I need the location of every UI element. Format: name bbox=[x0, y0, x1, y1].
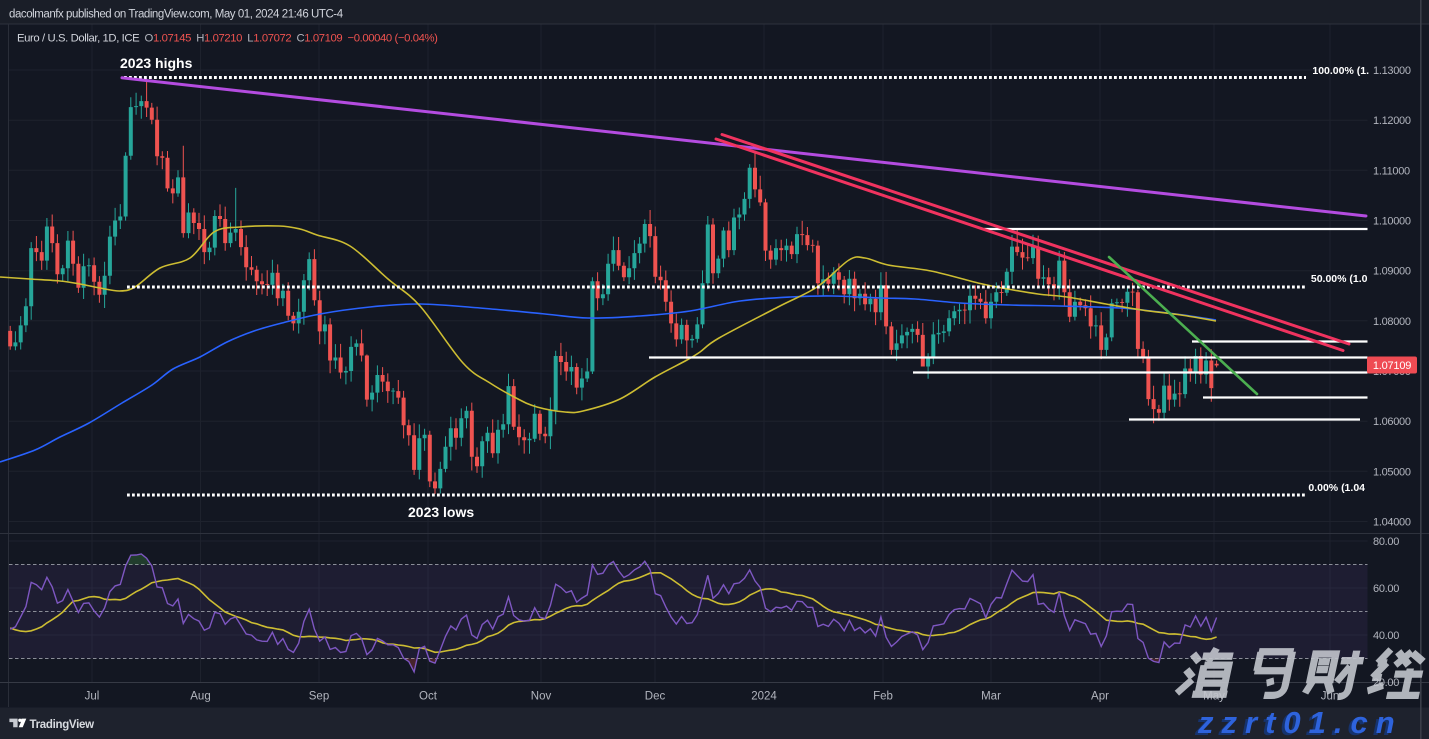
svg-text:100.00% (1.: 100.00% (1. bbox=[1312, 65, 1369, 77]
svg-text:1.11000: 1.11000 bbox=[1373, 165, 1410, 177]
svg-text:1.13000: 1.13000 bbox=[1373, 65, 1411, 77]
svg-text:Nov: Nov bbox=[531, 691, 552, 703]
svg-text:dacolmanfx published on Tradin: dacolmanfx published on TradingView.com,… bbox=[9, 9, 344, 21]
svg-text:Apr: Apr bbox=[1091, 691, 1109, 703]
svg-text:80.00: 80.00 bbox=[1373, 536, 1399, 548]
svg-text:0.00% (1.04: 0.00% (1.04 bbox=[1308, 482, 1365, 494]
svg-text:1.10000: 1.10000 bbox=[1373, 216, 1411, 228]
svg-text:50.00% (1.0: 50.00% (1.0 bbox=[1311, 273, 1368, 285]
svg-text:Oct: Oct bbox=[419, 691, 438, 703]
svg-text:60.00: 60.00 bbox=[1373, 583, 1399, 595]
svg-text:1.08000: 1.08000 bbox=[1373, 316, 1411, 328]
svg-text:1.09000: 1.09000 bbox=[1373, 266, 1411, 278]
svg-text:1.07109: 1.07109 bbox=[1373, 360, 1411, 372]
svg-text:Feb: Feb bbox=[873, 691, 893, 703]
svg-text:1.04000: 1.04000 bbox=[1373, 517, 1411, 529]
svg-text:Aug: Aug bbox=[190, 691, 210, 703]
svg-text:Sep: Sep bbox=[309, 691, 329, 703]
svg-text:Jul: Jul bbox=[85, 691, 100, 703]
svg-text:2023 lows: 2023 lows bbox=[408, 504, 474, 520]
svg-text:1.06000: 1.06000 bbox=[1373, 416, 1411, 428]
svg-text:40.00: 40.00 bbox=[1373, 630, 1399, 642]
svg-text:1.05000: 1.05000 bbox=[1373, 466, 1411, 478]
svg-text:1.12000: 1.12000 bbox=[1373, 115, 1411, 127]
svg-text:zzrt01.cn: zzrt01.cn bbox=[1197, 705, 1403, 739]
svg-text:Dec: Dec bbox=[645, 691, 666, 703]
svg-text:Jun: Jun bbox=[1321, 691, 1340, 703]
svg-text:TradingView: TradingView bbox=[30, 719, 95, 731]
svg-text:Euro / U.S. Dollar, 1D, ICE O1: Euro / U.S. Dollar, 1D, ICE O1.07145 H1.… bbox=[17, 33, 438, 45]
svg-text:Mar: Mar bbox=[981, 691, 1001, 703]
svg-text:2024: 2024 bbox=[751, 691, 777, 703]
svg-text:2023 highs: 2023 highs bbox=[120, 55, 193, 71]
svg-text:zzrt01.cn: zzrt01.cn bbox=[1194, 707, 1400, 739]
